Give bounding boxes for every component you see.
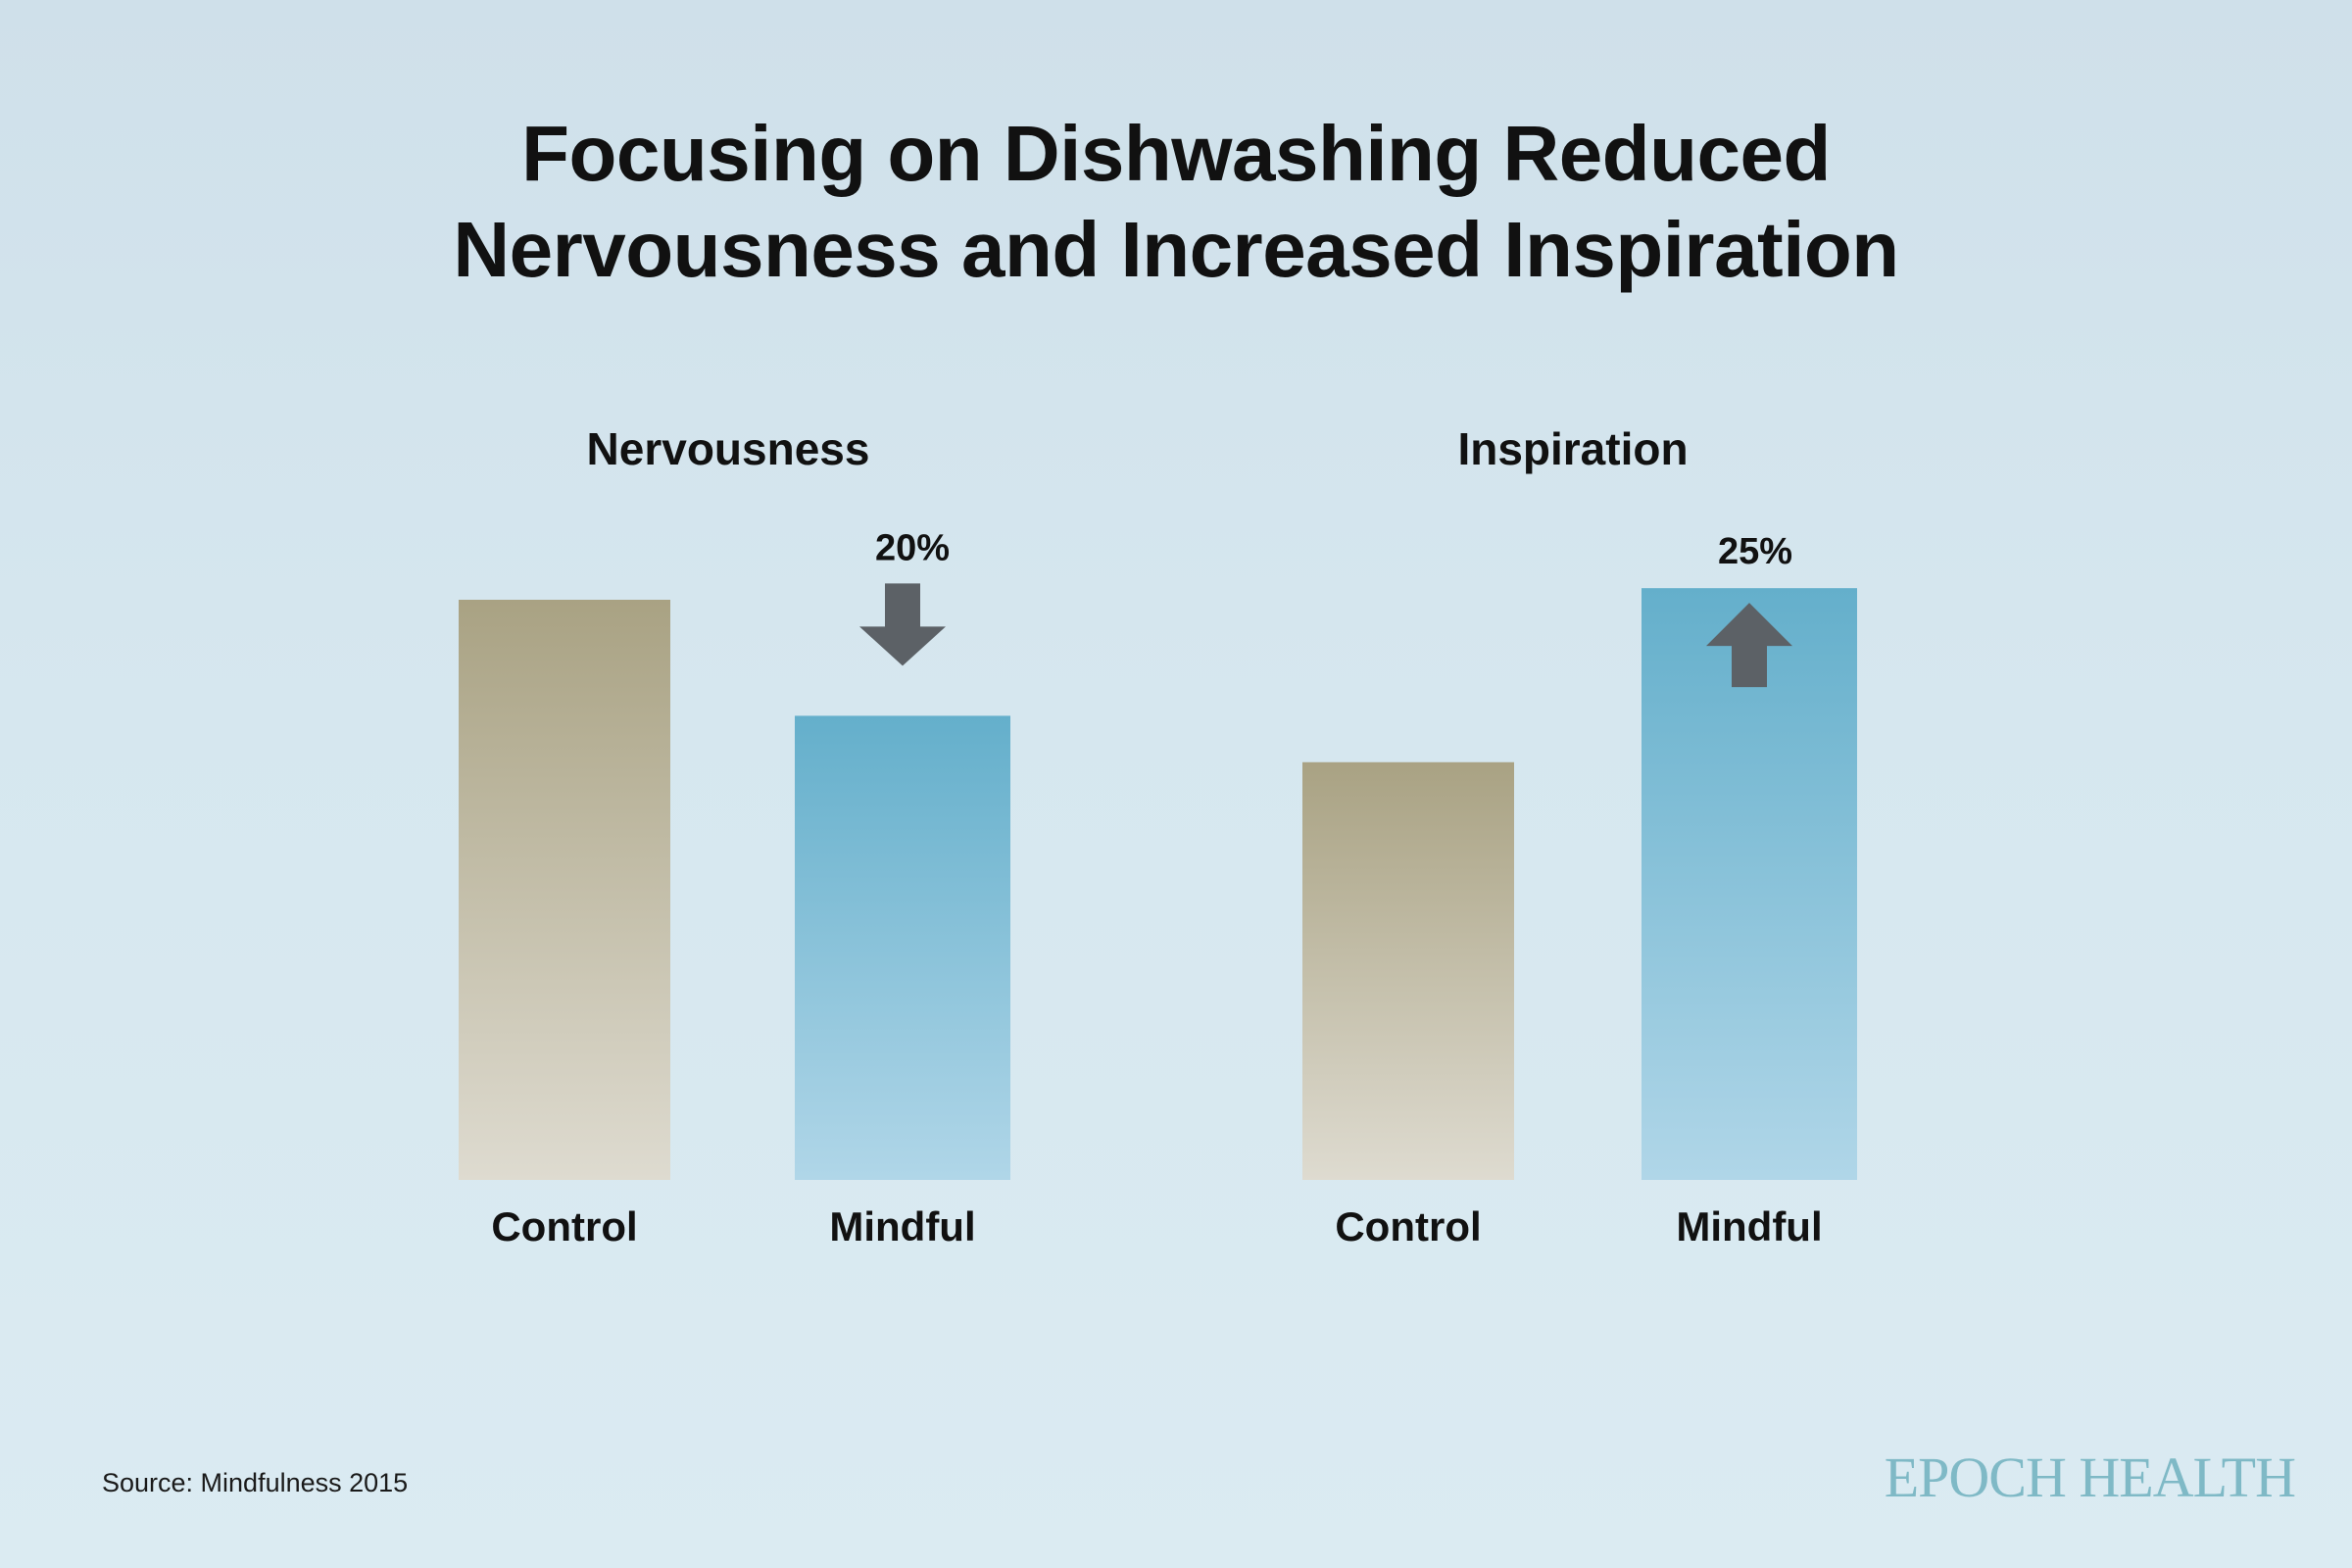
change-label: 20%: [875, 527, 950, 568]
category-label: Control: [1335, 1203, 1481, 1250]
category-label: Mindful: [1676, 1203, 1822, 1250]
brand-logo: EPOCH HEALTH: [1884, 1446, 2296, 1509]
bar-mindful: [795, 715, 1010, 1180]
category-label: Control: [491, 1203, 637, 1250]
chart-panel-1: Inspiration Control Mindful 25%: [1302, 423, 1857, 1250]
change-label: 25%: [1718, 531, 1792, 572]
page-title: Focusing on Dishwashing Reduced Nervousn…: [0, 106, 2352, 298]
arrow-down-icon: [859, 583, 946, 666]
source-note: Source: Mindfulness 2015: [102, 1468, 409, 1497]
bar-control: [459, 600, 670, 1180]
arrow-up-icon: [1706, 603, 1792, 688]
bar-control: [1302, 761, 1514, 1180]
chart-title: Nervousness: [587, 423, 870, 474]
title-line-2: Nervousness and Increased Inspiration: [453, 206, 1899, 293]
chart-title: Inspiration: [1457, 423, 1688, 474]
category-label: Mindful: [829, 1203, 975, 1250]
title-line-1: Focusing on Dishwashing Reduced: [521, 110, 1831, 197]
chart-panel-0: Nervousness Control Mindful 20%: [459, 423, 1010, 1250]
